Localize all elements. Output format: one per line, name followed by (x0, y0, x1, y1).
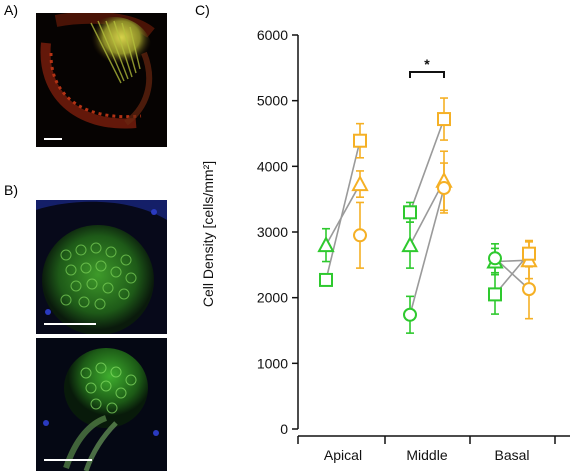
y-tick-label: 5000 (257, 93, 288, 109)
panel-label-b: B) (4, 182, 18, 198)
data-point-triangle (351, 174, 369, 192)
y-tick-label: 6000 (257, 27, 288, 43)
data-point-circle (522, 282, 536, 297)
panel-label-a: A) (4, 2, 18, 18)
y-tick-label: 2000 (257, 290, 288, 306)
data-point-square (437, 112, 451, 127)
data-point-square (319, 272, 333, 287)
significance-bracket (409, 71, 445, 78)
data-point-square (403, 205, 417, 220)
y-tick-label: 3000 (257, 224, 288, 240)
y-tick-label: 4000 (257, 158, 288, 174)
data-point-triangle (317, 236, 335, 253)
cell-density-chart: 0 1000 2000 3000 4000 5000 6000 Apical Middle Bas… (200, 27, 570, 463)
micrograph-b-bottom (36, 338, 167, 471)
x-tick-label: Basal (494, 447, 529, 463)
data-point-circle (437, 181, 451, 196)
significance-asterisk: * (424, 56, 430, 72)
pair-connector-line (409, 187, 445, 315)
y-axis-title: Cell Density [cells/mm²] (200, 161, 216, 307)
x-tick-label: Apical (324, 447, 362, 463)
data-point-circle (403, 307, 417, 322)
data-point-circle (353, 228, 367, 243)
data-point-triangle (401, 236, 419, 253)
data-point-square (353, 133, 367, 148)
data-point-square (522, 246, 536, 261)
pair-connector-line (325, 183, 361, 246)
x-tick-label: Middle (406, 447, 447, 463)
micrograph-b-top (36, 200, 167, 334)
data-point-square (488, 287, 502, 302)
micrograph-a (36, 13, 167, 147)
pair-connector-line (409, 118, 445, 213)
data-point-circle (488, 251, 502, 266)
y-tick-label: 1000 (257, 355, 288, 371)
pair-connector-line (325, 140, 361, 281)
y-tick-label: 0 (280, 421, 288, 437)
panel-label-c: C) (195, 2, 210, 18)
